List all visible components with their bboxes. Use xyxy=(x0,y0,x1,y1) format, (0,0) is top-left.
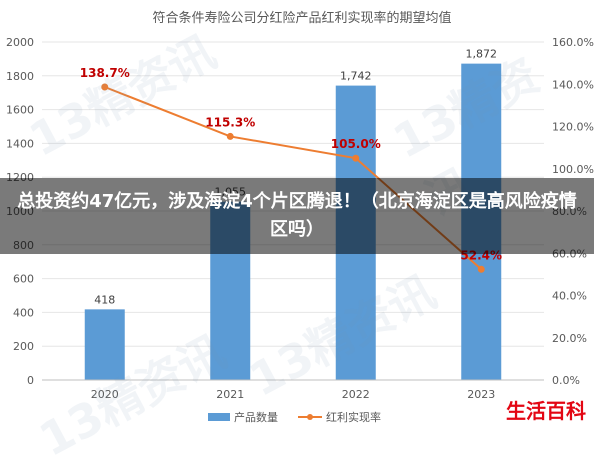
right-tick-label: 140.0% xyxy=(552,78,594,91)
bar-value-label: 1,742 xyxy=(340,70,372,83)
bar-value-label: 1,872 xyxy=(466,48,498,61)
x-tick-label: 2021 xyxy=(216,388,244,401)
left-tick-label: 200 xyxy=(13,340,34,353)
left-tick-label: 600 xyxy=(13,273,34,286)
left-tick-label: 400 xyxy=(13,306,34,319)
legend-swatch-bar xyxy=(208,413,230,421)
line-point xyxy=(477,265,485,273)
left-tick-label: 1600 xyxy=(6,104,34,117)
left-tick-label: 0 xyxy=(27,374,34,387)
headline-banner: 总投资约47亿元，涉及海淀4个片区腾退！（北京海淀区是高风险疫情区吗） xyxy=(0,178,594,254)
line-value-label: 115.3% xyxy=(205,115,255,129)
bar xyxy=(84,309,125,380)
right-tick-label: 20.0% xyxy=(552,332,587,345)
right-tick-label: 100.0% xyxy=(552,163,594,176)
x-tick-label: 2022 xyxy=(342,388,370,401)
left-tick-label: 2000 xyxy=(6,36,34,49)
right-tick-label: 160.0% xyxy=(552,36,594,49)
bar-value-label: 418 xyxy=(94,293,115,306)
right-tick-label: 40.0% xyxy=(552,290,587,303)
left-tick-label: 1400 xyxy=(6,137,34,150)
line-value-label: 138.7% xyxy=(80,66,130,80)
line-point xyxy=(352,154,360,162)
headline-text[interactable]: 总投资约47亿元，涉及海淀4个片区腾退！（北京海淀区是高风险疫情区吗） xyxy=(17,191,577,240)
right-tick-label: 0.0% xyxy=(552,374,580,387)
legend: 产品数量 红利实现率 xyxy=(208,410,381,424)
legend-swatch-marker xyxy=(307,414,313,420)
chart-title: 符合条件寿险公司分红险产品红利实现率的期望均值 xyxy=(152,10,451,26)
x-axis: 2020 2021 2022 2023 xyxy=(42,379,544,401)
brand-logo[interactable]: 生活百科 xyxy=(506,399,586,423)
left-tick-label: 1800 xyxy=(6,70,34,83)
x-tick-label: 2023 xyxy=(467,388,495,401)
x-tick-label: 2020 xyxy=(91,388,119,401)
line-point xyxy=(101,83,109,91)
line-value-label: 105.0% xyxy=(331,137,381,151)
line-point xyxy=(226,132,234,140)
right-tick-label: 120.0% xyxy=(552,121,594,134)
legend-label-line: 红利实现率 xyxy=(326,410,381,424)
legend-label-bar: 产品数量 xyxy=(234,410,278,424)
